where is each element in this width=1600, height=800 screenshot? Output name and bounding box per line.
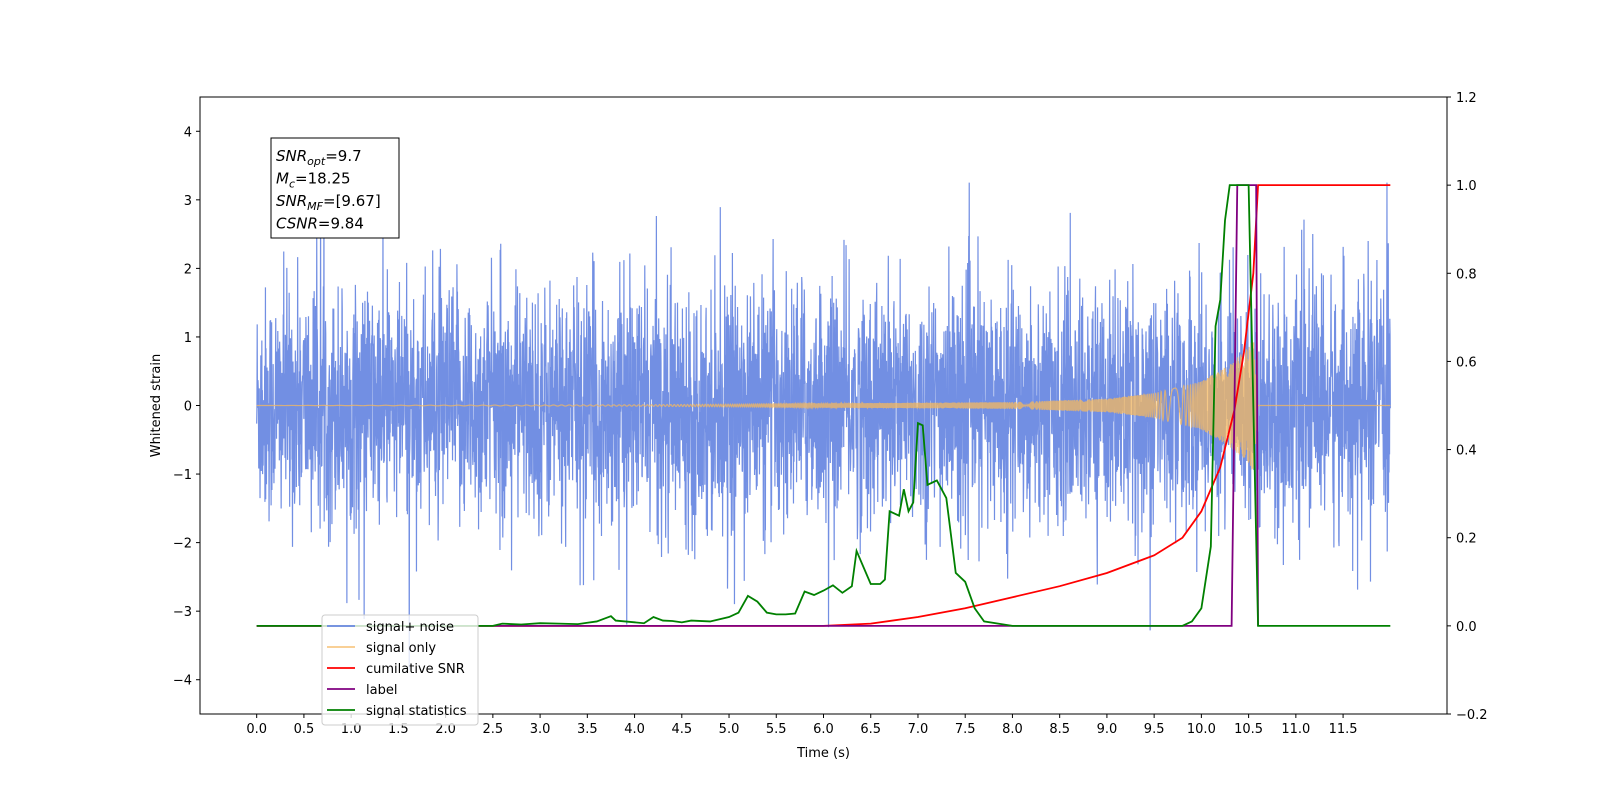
x-tick-label: 3.5 (577, 722, 598, 737)
legend-label: label (366, 683, 397, 698)
legend-item[interactable]: label (327, 683, 397, 698)
legend-label: signal only (366, 641, 436, 656)
x-tick-label: 1.0 (341, 722, 362, 737)
x-tick-label: 5.0 (719, 722, 740, 737)
y2-tick-label: 0.6 (1456, 355, 1477, 370)
y2-tick-label: 0.0 (1456, 620, 1477, 635)
y-tick-label: 1 (184, 331, 192, 346)
x-tick-label: 4.0 (624, 722, 645, 737)
series-signal-only (256, 342, 1391, 470)
annotation-line: CSNR=9.84 (276, 215, 364, 233)
legend-label: signal statistics (366, 704, 467, 719)
y2-tick-label: 0.2 (1456, 532, 1477, 547)
y-tick-label: −4 (173, 674, 192, 689)
series-signal-statistics (256, 184, 1391, 627)
series-cumilative-snr (256, 184, 1391, 627)
y2-tick-label: 0.4 (1456, 444, 1477, 459)
x-tick-label: 11.0 (1281, 722, 1310, 737)
annotation-line: SNRMF=[9.67] (276, 192, 381, 213)
legend-item[interactable]: cumilative SNR (327, 662, 465, 677)
y2-tick-label: 1.0 (1456, 179, 1477, 194)
x-tick-label: 2.0 (435, 722, 456, 737)
y-axis-label: Whitened strain (149, 354, 164, 457)
axis-ticks: 0.0 0.5 1.0 1.5 2.0 2.5 3.0 3.5 4.0 4.5 5.0 5.5 6.0 6… (173, 91, 1488, 737)
annotation-line: Mc=18.25 (276, 170, 351, 191)
series-line (256, 342, 1391, 470)
y2-tick-label: 1.2 (1456, 91, 1477, 106)
x-tick-label: 8.0 (1002, 722, 1023, 737)
y-tick-label: 4 (184, 125, 192, 140)
y2-tick-label: 0.8 (1456, 267, 1477, 282)
x-tick-label: 5.5 (766, 722, 787, 737)
legend-item[interactable]: signal+ noise (327, 620, 454, 635)
legend-item[interactable]: signal only (327, 641, 436, 656)
plot-area (256, 182, 1391, 670)
y-tick-label: −2 (173, 537, 192, 552)
x-axis-label: Time (s) (796, 746, 850, 761)
legend-label: signal+ noise (366, 620, 454, 635)
y-tick-label: 2 (184, 262, 192, 277)
legend[interactable]: signal+ noise signal only cumilative SNR la… (321, 614, 479, 726)
x-tick-label: 6.5 (860, 722, 881, 737)
x-tick-label: 2.5 (483, 722, 504, 737)
x-tick-label: 7.0 (908, 722, 929, 737)
x-tick-label: 9.5 (1144, 722, 1165, 737)
x-tick-label: 11.5 (1329, 722, 1358, 737)
x-tick-label: 0.5 (294, 722, 315, 737)
legend-item[interactable]: signal statistics (327, 704, 467, 719)
x-tick-label: 6.0 (813, 722, 834, 737)
x-tick-label: 0.0 (246, 722, 267, 737)
x-tick-label: 4.5 (671, 722, 692, 737)
x-tick-label: 10.5 (1234, 722, 1263, 737)
y-tick-label: 0 (184, 400, 192, 415)
annotation-line: SNRopt=9.7 (276, 147, 362, 168)
legend-frame (321, 614, 479, 726)
y2-tick-label: −0.2 (1456, 708, 1488, 723)
x-tick-label: 1.5 (388, 722, 409, 737)
x-tick-label: 9.0 (1097, 722, 1118, 737)
y-tick-label: −1 (173, 468, 192, 483)
x-tick-label: 8.5 (1049, 722, 1070, 737)
x-tick-label: 10.0 (1187, 722, 1216, 737)
y-tick-label: −3 (173, 605, 192, 620)
x-tick-label: 3.0 (530, 722, 551, 737)
annotation-frame (270, 137, 400, 239)
series-line (256, 184, 1391, 627)
legend-label: cumilative SNR (366, 662, 465, 677)
series-line (256, 184, 1391, 627)
x-tick-label: 7.5 (955, 722, 976, 737)
y-tick-label: 3 (184, 194, 192, 209)
